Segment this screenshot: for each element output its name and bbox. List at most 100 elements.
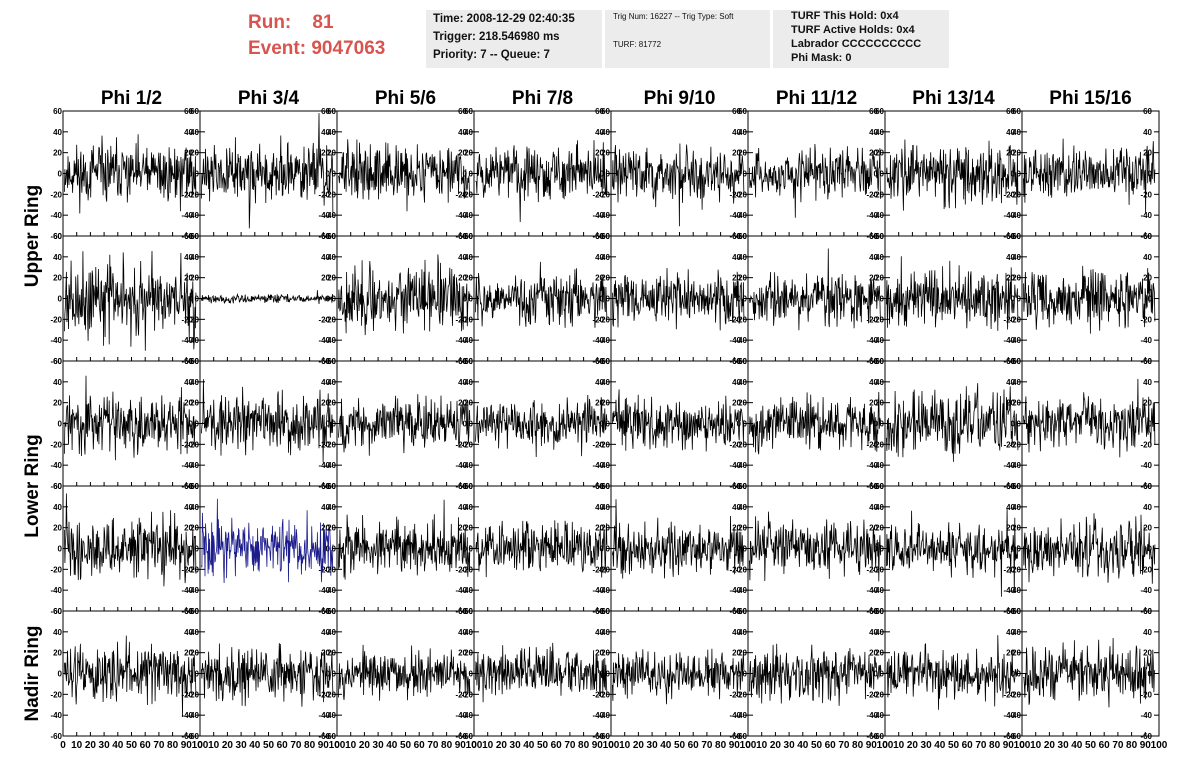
- waveform-trace: [749, 248, 882, 331]
- y-tick-label: 40: [327, 503, 336, 512]
- y-tick-label: -20: [455, 565, 467, 574]
- y-tick-label: 0: [1148, 420, 1153, 429]
- y-tick-label: -20: [187, 565, 199, 574]
- y-tick-label: -40: [324, 211, 336, 220]
- y-tick-label: 0: [1148, 170, 1153, 179]
- y-tick-label: 40: [321, 503, 330, 512]
- y-tick-label: -40: [318, 336, 330, 345]
- y-tick-label: 20: [875, 274, 884, 283]
- y-tick-label: -40: [181, 461, 193, 470]
- y-tick-label: 60: [321, 357, 330, 366]
- column-header: Phi 5/6: [375, 88, 436, 109]
- waveform-trace: [612, 389, 745, 452]
- y-tick-label: -60: [50, 357, 62, 366]
- column-header: Phi 7/8: [512, 88, 573, 109]
- y-tick-label: -40: [872, 586, 884, 595]
- waveform-trace: [475, 261, 608, 328]
- ring-label: Nadir Ring: [22, 625, 43, 721]
- y-tick-label: 60: [869, 607, 878, 616]
- y-tick-label: 0: [469, 670, 474, 679]
- y-tick-label: 60: [458, 107, 467, 116]
- time-line: Time: 2008-12-29 02:40:35: [433, 13, 575, 25]
- y-tick-label: 60: [327, 357, 336, 366]
- y-tick-label: 60: [53, 107, 62, 116]
- y-tick-label: 20: [190, 149, 199, 158]
- turf-info-box: TURF This Hold: 0x4 TURF Active Holds: 0…: [773, 10, 949, 68]
- y-tick-label: 0: [463, 170, 468, 179]
- y-tick-label: 40: [595, 128, 604, 137]
- x-tick-label: 70: [701, 740, 713, 751]
- y-tick-label: 20: [327, 649, 336, 658]
- y-tick-label: -20: [598, 690, 610, 699]
- waveform-trace: [338, 394, 471, 456]
- y-tick-label: 60: [1006, 607, 1015, 616]
- waveform-trace: [475, 394, 608, 458]
- x-tick-label: 100: [192, 740, 209, 751]
- y-tick-label: 0: [606, 670, 611, 679]
- y-tick-label: 40: [732, 128, 741, 137]
- y-tick-label: 40: [601, 253, 610, 262]
- y-tick-label: 60: [327, 482, 336, 491]
- y-tick-label: -60: [1009, 732, 1021, 741]
- y-tick-label: 40: [595, 628, 604, 637]
- x-tick-label: 70: [290, 740, 302, 751]
- y-tick-label: 0: [737, 670, 742, 679]
- y-tick-label: -20: [324, 315, 336, 324]
- y-tick-label: 60: [464, 357, 473, 366]
- y-tick-label: 40: [1006, 253, 1015, 262]
- x-tick-label: 100: [603, 740, 620, 751]
- y-tick-label: -20: [461, 190, 473, 199]
- x-tick-label: 90: [181, 740, 193, 751]
- y-tick-label: 60: [738, 482, 747, 491]
- y-tick-label: -40: [461, 586, 473, 595]
- y-tick-label: -20: [1009, 190, 1021, 199]
- y-tick-label: 60: [601, 232, 610, 241]
- y-tick-label: 60: [458, 232, 467, 241]
- y-tick-label: -40: [461, 461, 473, 470]
- y-tick-label: 20: [732, 399, 741, 408]
- y-tick-label: -40: [324, 336, 336, 345]
- y-tick-label: 40: [321, 253, 330, 262]
- y-tick-label: 40: [1143, 503, 1152, 512]
- x-tick-label: 10: [893, 740, 905, 751]
- y-tick-label: 20: [1143, 524, 1152, 533]
- y-tick-label: -40: [866, 711, 878, 720]
- waveform-trace: [886, 383, 1019, 462]
- x-tick-label: 0: [334, 740, 340, 751]
- waveform-trace: [749, 391, 882, 455]
- x-tick-label: 30: [510, 740, 522, 751]
- y-tick-label: -20: [872, 440, 884, 449]
- y-tick-label: 20: [595, 524, 604, 533]
- x-tick-label: 30: [647, 740, 659, 751]
- y-tick-label: 0: [880, 420, 885, 429]
- y-tick-label: -40: [181, 211, 193, 220]
- y-tick-label: 40: [53, 253, 62, 262]
- y-tick-label: -40: [455, 461, 467, 470]
- y-tick-label: 60: [321, 607, 330, 616]
- event-value: 9047063: [311, 38, 386, 59]
- y-tick-label: -20: [50, 315, 62, 324]
- y-tick-label: -20: [50, 690, 62, 699]
- y-tick-label: -40: [729, 336, 741, 345]
- y-tick-label: 0: [743, 170, 748, 179]
- x-tick-label: 90: [318, 740, 330, 751]
- y-tick-label: -20: [866, 690, 878, 699]
- y-tick-label: -20: [592, 315, 604, 324]
- y-tick-label: -20: [598, 565, 610, 574]
- y-tick-label: -20: [187, 440, 199, 449]
- x-tick-label: 60: [962, 740, 974, 751]
- y-tick-label: -40: [455, 336, 467, 345]
- x-tick-label: 40: [386, 740, 398, 751]
- y-tick-label: 60: [190, 357, 199, 366]
- y-tick-label: 60: [875, 482, 884, 491]
- y-tick-label: -20: [592, 440, 604, 449]
- y-tick-label: -40: [872, 211, 884, 220]
- y-tick-label: -20: [181, 315, 193, 324]
- y-tick-label: 20: [327, 274, 336, 283]
- y-tick-label: 20: [184, 649, 193, 658]
- y-tick-label: 40: [732, 378, 741, 387]
- x-tick-label: 60: [140, 740, 152, 751]
- y-tick-label: -20: [187, 315, 199, 324]
- y-tick-label: -20: [181, 190, 193, 199]
- y-tick-label: 20: [601, 274, 610, 283]
